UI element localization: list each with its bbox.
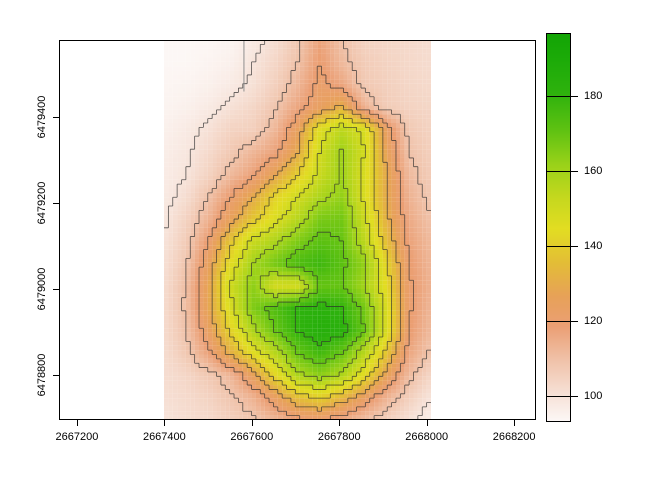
legend-tick-mark [546,396,578,398]
legend-tick-label: 180 [584,89,603,102]
x-tick-label: 2667200 [55,431,99,443]
legend-tick-label: 140 [584,240,603,253]
legend-tick-label: 120 [584,315,603,328]
legend-tick-mark [546,246,578,248]
x-tick-label: 2667400 [142,431,186,443]
plot-box [59,40,536,420]
raster-heatmap-canvas [164,40,431,420]
x-tick-label: 2667600 [230,431,274,443]
x-tick-mark [76,420,78,426]
y-tick-label: 6479000 [36,267,48,311]
y-tick-mark [53,117,59,119]
legend-tick-label: 160 [584,164,603,177]
y-tick-mark [53,374,59,376]
legend-tick-mark [546,321,578,323]
x-tick-label: 2668200 [492,431,536,443]
y-tick-mark [53,203,59,205]
x-tick-mark [426,420,428,426]
x-tick-mark [514,420,516,426]
legend-tick-mark [546,95,578,97]
y-tick-label: 6479200 [36,181,48,225]
legend-colorbar [547,34,570,421]
y-tick-mark [53,289,59,291]
legend-tick-label: 100 [584,390,603,403]
legend-colorbar-frame [546,33,571,422]
x-tick-mark [164,420,166,426]
y-tick-label: 6478800 [36,353,48,397]
x-tick-label: 2667800 [317,431,361,443]
legend-tick-mark [546,170,578,172]
x-tick-mark [339,420,341,426]
x-tick-label: 2668000 [405,431,449,443]
x-tick-mark [251,420,253,426]
y-tick-label: 6479400 [36,95,48,139]
